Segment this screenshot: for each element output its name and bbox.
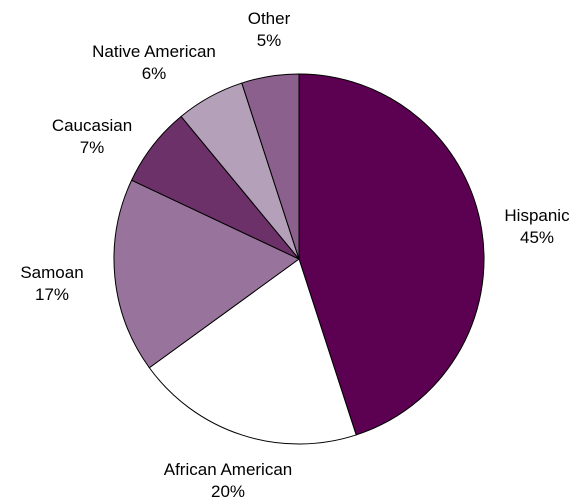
slice-percent-label: 7% — [80, 138, 105, 157]
slice-category-label: Samoan — [20, 263, 83, 282]
slice-labels: Hispanic 45% African American 20% Samoan 17% C… — [20, 9, 570, 501]
slice-percent-label: 45% — [520, 228, 554, 247]
slice-percent-label: 20% — [211, 482, 245, 501]
slice-label-caucasian: Caucasian 7% — [52, 116, 132, 157]
slice-label-african-american: African American 20% — [164, 460, 293, 501]
slice-label-other: Other 5% — [248, 9, 291, 50]
slice-category-label: Other — [248, 9, 291, 28]
slice-category-label: Hispanic — [504, 206, 570, 225]
slice-category-label: Caucasian — [52, 116, 132, 135]
pie-slice-samoan — [113, 179, 300, 369]
slice-percent-label: 6% — [142, 64, 167, 83]
slice-percent-label: 17% — [35, 285, 69, 304]
pie-slice-hispanic — [298, 73, 485, 436]
slice-label-native-american: Native American 6% — [92, 42, 216, 83]
slice-percent-label: 5% — [257, 31, 282, 50]
slice-label-samoan: Samoan 17% — [20, 263, 83, 304]
pie-slices — [113, 73, 485, 445]
slice-category-label: Native American — [92, 42, 216, 61]
pie-slice-other — [241, 73, 300, 260]
slice-category-label: African American — [164, 460, 293, 479]
pie-slice-african-american — [148, 258, 357, 445]
slice-label-hispanic: Hispanic 45% — [504, 206, 570, 247]
